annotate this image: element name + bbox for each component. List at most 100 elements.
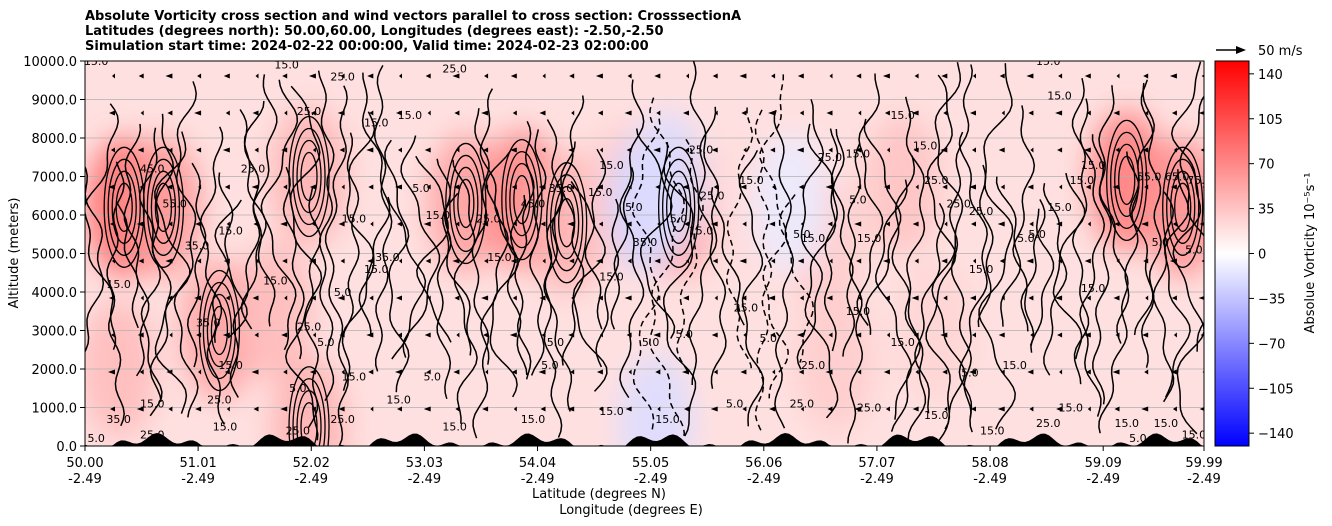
contour-label: 15.0: [213, 421, 238, 434]
wind-vector: [1057, 332, 1063, 338]
wind-vector: [483, 332, 489, 338]
x-tick-label-lon: -2.49: [408, 472, 442, 487]
contour-label: 25.0: [286, 424, 311, 437]
wind-vector: [770, 332, 776, 338]
contour-line: [796, 99, 825, 370]
contour-label: 5.0: [1185, 244, 1203, 257]
x-tick-label-lat: 58.08: [971, 456, 1008, 471]
contour-ring: [115, 182, 133, 232]
wind-vector: [711, 147, 718, 153]
wind-vector: [970, 295, 976, 301]
wind-vector: [511, 369, 517, 375]
wind-vector: [799, 295, 804, 301]
contour-ring: [300, 151, 318, 202]
wind-vector: [772, 184, 776, 190]
gridlines: [85, 99, 1204, 408]
wind-vector: [942, 184, 948, 190]
contour-label: 5.0: [1152, 236, 1170, 249]
wind-vector: [998, 332, 1005, 338]
contour-ring: [509, 162, 535, 237]
contour-label: 75.0: [1187, 174, 1212, 187]
contour-label: 35.0: [375, 251, 400, 264]
wind-vector: [1116, 258, 1120, 264]
wind-vector: [169, 332, 173, 338]
wind-vector: [137, 332, 144, 338]
contour-label: 15.0: [801, 232, 826, 245]
wind-vector: [742, 406, 747, 412]
wind-vector: [654, 258, 661, 264]
wind-vector: [455, 221, 460, 227]
wind-vector: [885, 406, 890, 412]
wind-vector: [568, 147, 575, 153]
contour-label: 25.0: [1036, 417, 1061, 430]
contour-line: [1042, 183, 1068, 376]
contour-label: 5.0: [87, 432, 105, 445]
wind-vector: [740, 184, 747, 190]
wind-vector: [596, 184, 603, 190]
contour-ring: [550, 174, 584, 272]
terrain-shape: [85, 433, 1204, 446]
wind-vector: [339, 147, 345, 153]
wind-vector: [110, 221, 115, 227]
contour-label: 25.0: [330, 70, 355, 83]
contour-ring: [505, 150, 539, 249]
wind-vector: [482, 406, 489, 412]
wind-vector: [370, 406, 374, 412]
contour-label: 5.0: [289, 382, 307, 395]
field-blob: [427, 133, 504, 274]
contour-line: [186, 162, 207, 368]
contour-line: [1179, 95, 1204, 352]
wind-vector: [425, 73, 431, 79]
wind-vector: [685, 332, 689, 338]
x-tick-label-lon: -2.49: [1187, 472, 1221, 487]
contour-label: 25.0: [801, 359, 826, 372]
colorbar-gradient: [1214, 60, 1250, 447]
wind-vector: [569, 258, 575, 264]
wind-vector: [1059, 184, 1063, 190]
contour-ring: [111, 170, 137, 244]
wind-vector: [1141, 406, 1149, 412]
contour-line: [856, 73, 884, 326]
wind-vector: [711, 332, 718, 338]
wind-vector: [827, 221, 833, 227]
wind-vector: [226, 406, 230, 412]
wind-vector: [858, 110, 862, 116]
contour-label: 25.0: [241, 163, 266, 176]
wind-vector: [1169, 258, 1177, 264]
contour-label: 45.0: [140, 163, 165, 176]
x-tick-label-lat: 59.99: [1185, 456, 1222, 471]
wind-vector: [283, 184, 288, 190]
wind-vector: [599, 147, 603, 153]
wind-vector: [284, 295, 288, 301]
contour-line: [471, 108, 490, 439]
y-tick-label: 10000.0: [23, 55, 77, 70]
wind-vector: [797, 258, 804, 264]
contour-label: 25.0: [818, 151, 843, 164]
wind-vector: [1055, 295, 1063, 301]
wind-vector: [339, 332, 345, 338]
contour-line: [374, 65, 393, 372]
wind-vector: [628, 184, 632, 190]
contour-line: [570, 180, 608, 392]
wind-vector: [312, 147, 316, 153]
wind-vector: [855, 332, 862, 338]
colorbar-ticks: 140 105 70 35 0 −35 −70 −105 −140: [1249, 68, 1294, 442]
contour-label: 15.0: [487, 251, 512, 264]
contour-line: [688, 61, 720, 386]
wind-vector: [482, 221, 489, 227]
wind-vector: [140, 110, 144, 116]
wind-vector: [395, 369, 402, 375]
contour-labels: 15.0 15.025.025.015.015.025.045.055.035.0…: [85, 61, 1212, 445]
wind-vector: [398, 332, 402, 338]
wind-vector: [656, 110, 661, 116]
wind-vector: [311, 406, 316, 412]
contour-line: [485, 150, 519, 398]
contour-label: 5.0: [423, 371, 441, 384]
wind-vector: [1087, 221, 1091, 227]
wind-vector: [626, 332, 632, 338]
contour-label: 15.0: [386, 394, 411, 407]
wind-vector: [310, 110, 316, 116]
wind-vector: [254, 332, 259, 338]
contour-label: 5.0: [1129, 432, 1147, 445]
wind-vector: [167, 110, 173, 116]
